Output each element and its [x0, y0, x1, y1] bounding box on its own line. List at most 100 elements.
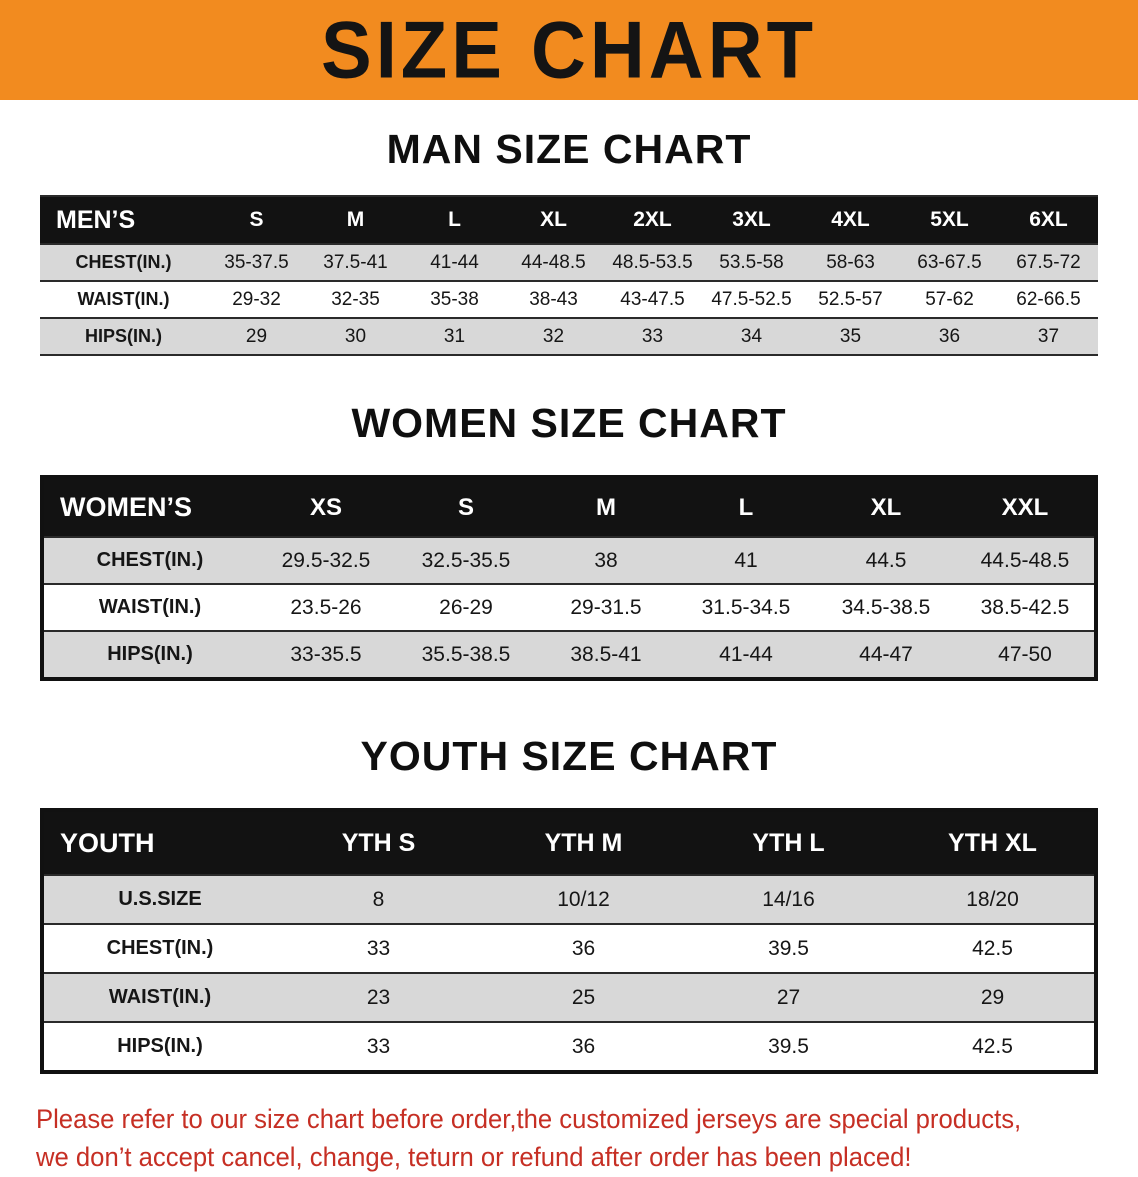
size-value: 44.5-48.5 — [956, 536, 1096, 584]
row-label: U.S.SIZE — [42, 874, 276, 924]
size-value: 44-48.5 — [504, 243, 603, 281]
size-value: 31.5-34.5 — [676, 583, 816, 631]
youth-size-chart-title: YOUTH SIZE CHART — [360, 733, 778, 779]
size-value: 37.5-41 — [306, 243, 405, 281]
size-value: 58-63 — [801, 243, 900, 281]
size-value: 38 — [536, 536, 676, 584]
size-column-header: 4XL — [801, 196, 900, 244]
size-column-header: L — [405, 196, 504, 244]
size-value: 23.5-26 — [256, 583, 396, 631]
table-row: WAIST(IN.) 23 25 27 29 — [42, 972, 1096, 1022]
size-value: 39.5 — [686, 1021, 891, 1072]
size-column-header: XXL — [956, 477, 1096, 537]
size-value: 39.5 — [686, 923, 891, 973]
size-value: 29-32 — [207, 280, 306, 318]
youth-size-table: YOUTH YTH S YTH M YTH L YTH XL U.S.SIZE 8 10/12… — [40, 808, 1098, 1074]
row-label: CHEST(IN.) — [42, 923, 276, 973]
size-value: 41-44 — [405, 243, 504, 281]
size-value: 23 — [276, 972, 481, 1022]
size-value: 35-38 — [405, 280, 504, 318]
size-value: 38-43 — [504, 280, 603, 318]
banner-title: SIZE CHART — [321, 4, 817, 96]
table-row: CHEST(IN.) 29.5-32.5 32.5-35.5 38 41 44.5 44.5… — [42, 536, 1096, 584]
size-value: 36 — [481, 923, 686, 973]
size-value: 38.5-41 — [536, 630, 676, 679]
size-column-header: 3XL — [702, 196, 801, 244]
size-value: 41-44 — [676, 630, 816, 679]
size-value: 41 — [676, 536, 816, 584]
size-value: 36 — [900, 317, 999, 355]
table-row: HIPS(IN.) 33 36 39.5 42.5 — [42, 1021, 1096, 1072]
size-value: 31 — [405, 317, 504, 355]
size-value: 38.5-42.5 — [956, 583, 1096, 631]
row-label: WAIST(IN.) — [42, 583, 256, 631]
size-column-header: 5XL — [900, 196, 999, 244]
row-label: WAIST(IN.) — [40, 280, 207, 318]
size-value: 36 — [481, 1021, 686, 1072]
size-value: 43-47.5 — [603, 280, 702, 318]
size-column-header: M — [306, 196, 405, 244]
mens-size-table: MEN’S S M L XL 2XL 3XL 4XL 5XL 6XL CHEST(IN.) 35-37… — [40, 195, 1098, 356]
size-value: 25 — [481, 972, 686, 1022]
women-size-chart-title: WOMEN SIZE CHART — [351, 400, 787, 446]
man-size-chart-title: MAN SIZE CHART — [386, 126, 752, 172]
size-value: 33 — [276, 1021, 481, 1072]
size-value: 62-66.5 — [999, 280, 1098, 318]
size-value: 29 — [891, 972, 1096, 1022]
size-value: 53.5-58 — [702, 243, 801, 281]
size-value: 47.5-52.5 — [702, 280, 801, 318]
size-value: 35 — [801, 317, 900, 355]
table-title-cell: WOMEN’S — [42, 477, 256, 537]
size-value: 14/16 — [686, 874, 891, 924]
size-column-header: 2XL — [603, 196, 702, 244]
size-column-header: YTH XL — [891, 810, 1096, 875]
size-value: 32.5-35.5 — [396, 536, 536, 584]
disclaimer-line-2: we don’t accept cancel, change, teturn o… — [36, 1142, 912, 1173]
size-value: 29.5-32.5 — [256, 536, 396, 584]
header-row: YOUTH YTH S YTH M YTH L YTH XL — [42, 810, 1096, 875]
size-value: 33-35.5 — [256, 630, 396, 679]
size-value: 32-35 — [306, 280, 405, 318]
row-label: CHEST(IN.) — [40, 243, 207, 281]
table-row: CHEST(IN.) 33 36 39.5 42.5 — [42, 923, 1096, 973]
size-column-header: 6XL — [999, 196, 1098, 244]
size-value: 35-37.5 — [207, 243, 306, 281]
table-row: CHEST(IN.) 35-37.5 37.5-41 41-44 44-48.5 48.5… — [40, 243, 1098, 281]
size-value: 67.5-72 — [999, 243, 1098, 281]
size-value: 27 — [686, 972, 891, 1022]
size-value: 47-50 — [956, 630, 1096, 679]
row-label: HIPS(IN.) — [40, 317, 207, 355]
size-value: 33 — [603, 317, 702, 355]
size-value: 29 — [207, 317, 306, 355]
table-title-cell: YOUTH — [42, 810, 276, 875]
size-value: 52.5-57 — [801, 280, 900, 318]
size-value: 8 — [276, 874, 481, 924]
size-value: 44-47 — [816, 630, 956, 679]
size-value: 42.5 — [891, 1021, 1096, 1072]
size-column-header: L — [676, 477, 816, 537]
row-label: HIPS(IN.) — [42, 630, 256, 679]
size-value: 26-29 — [396, 583, 536, 631]
size-value: 32 — [504, 317, 603, 355]
row-label: WAIST(IN.) — [42, 972, 276, 1022]
size-value: 18/20 — [891, 874, 1096, 924]
row-label: HIPS(IN.) — [42, 1021, 276, 1072]
size-value: 34 — [702, 317, 801, 355]
size-value: 30 — [306, 317, 405, 355]
size-chart-banner: SIZE CHART — [0, 0, 1138, 100]
header-row: MEN’S S M L XL 2XL 3XL 4XL 5XL 6XL — [40, 196, 1098, 244]
table-title-cell: MEN’S — [40, 196, 207, 244]
size-column-header: XL — [504, 196, 603, 244]
header-row: WOMEN’S XS S M L XL XXL — [42, 477, 1096, 537]
table-row: WAIST(IN.) 29-32 32-35 35-38 38-43 43-47.5 47.… — [40, 280, 1098, 318]
size-column-header: YTH L — [686, 810, 891, 875]
size-value: 37 — [999, 317, 1098, 355]
size-column-header: M — [536, 477, 676, 537]
row-label: CHEST(IN.) — [42, 536, 256, 584]
table-row: WAIST(IN.) 23.5-26 26-29 29-31.5 31.5-34.5 34… — [42, 583, 1096, 631]
table-row: HIPS(IN.) 29 30 31 32 33 34 35 36 37 — [40, 317, 1098, 355]
size-value: 48.5-53.5 — [603, 243, 702, 281]
disclaimer-text: Please refer to our size chart before or… — [36, 1100, 1138, 1177]
size-column-header: S — [396, 477, 536, 537]
size-value: 10/12 — [481, 874, 686, 924]
